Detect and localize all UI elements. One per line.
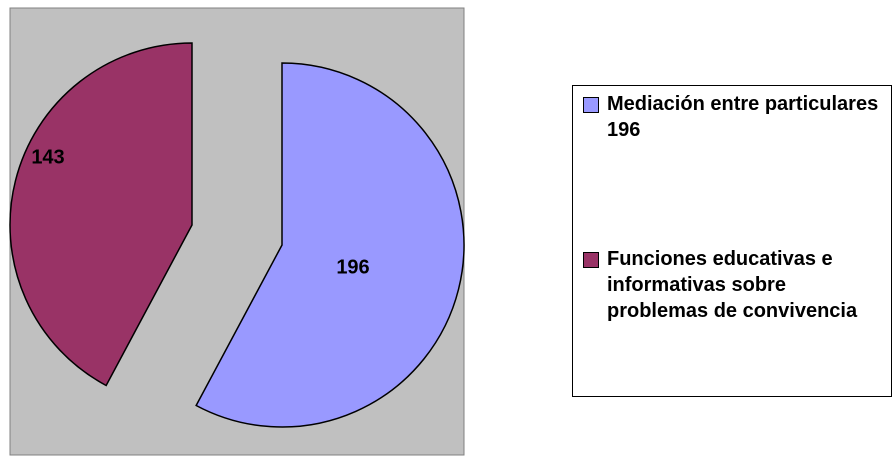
legend-entry: Funciones educativas e informativas sobr… [583,246,883,324]
pie-slice [195,62,465,428]
legend-key [583,252,599,268]
legend: Mediación entre particulares 196 Funcione… [572,85,892,397]
legend-entry: Mediación entre particulares 196 [583,91,883,143]
legend-label: Funciones educativas e informativas sobr… [607,248,858,322]
legend-label: Mediación entre particulares 196 [607,93,879,141]
data-label: 143 [31,146,64,168]
legend-key [583,97,599,113]
data-label: 196 [336,256,369,278]
pie-slice [9,42,193,387]
